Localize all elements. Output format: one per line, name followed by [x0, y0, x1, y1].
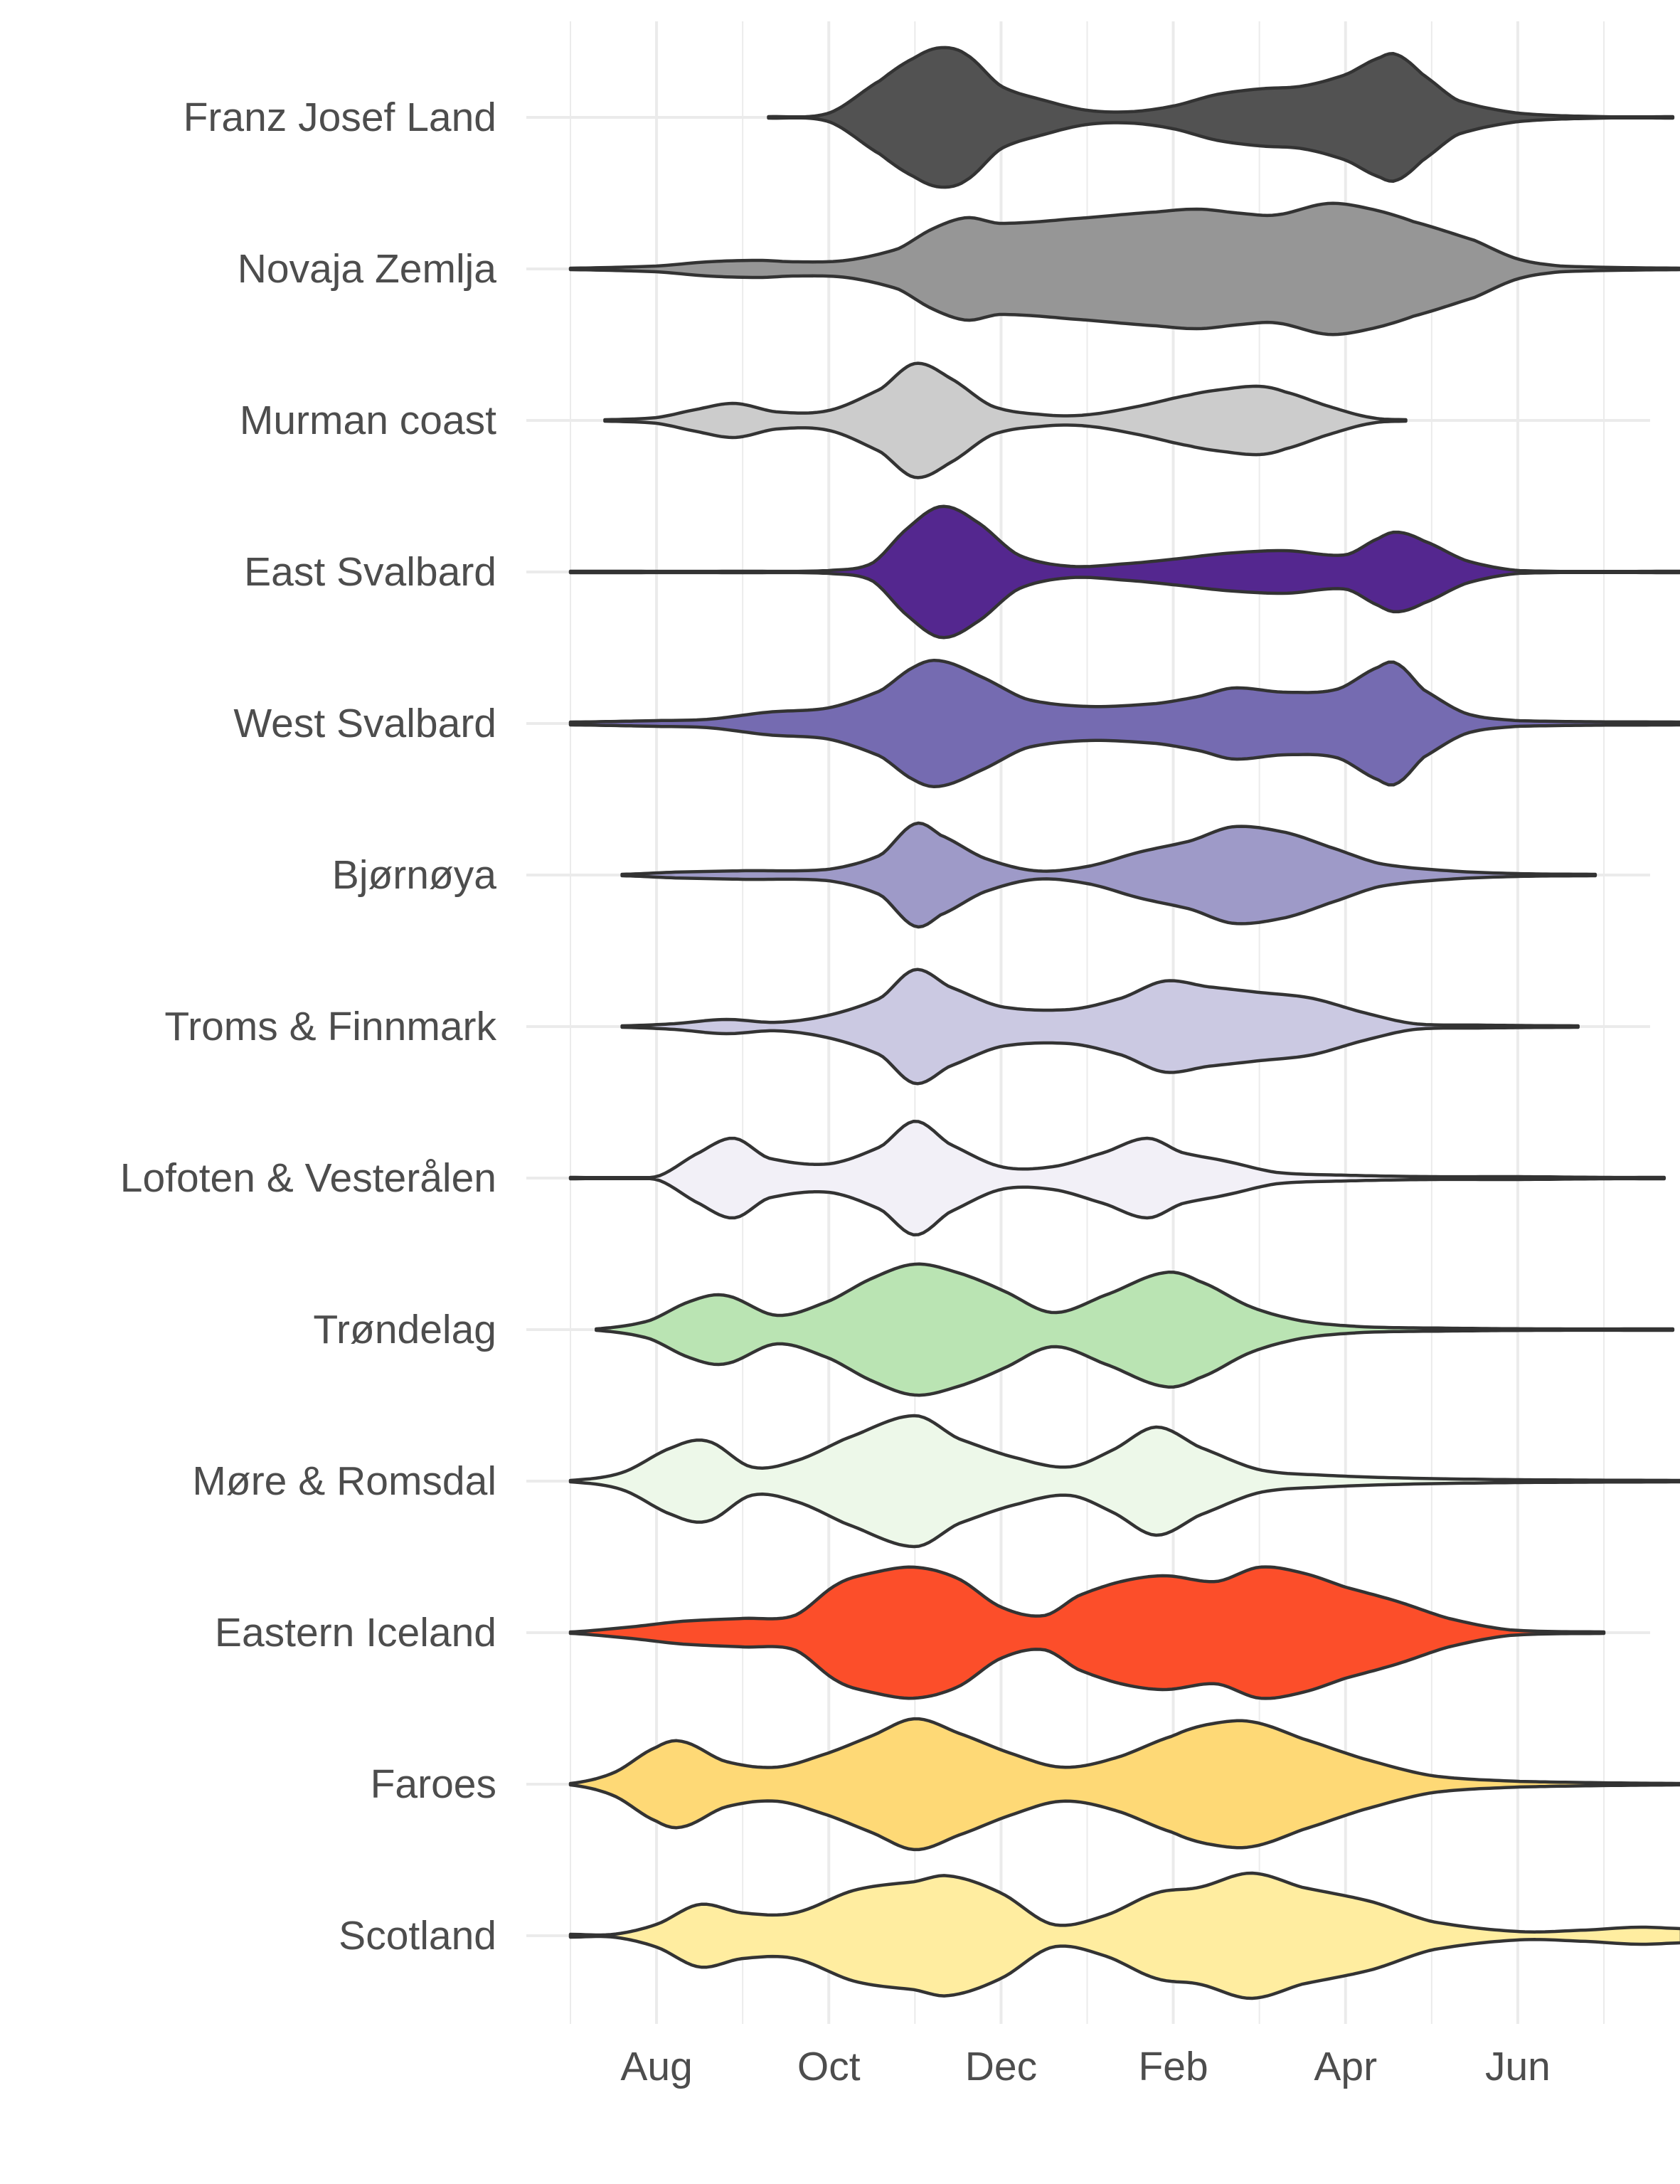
y-tick-label: Trøndelag [313, 1307, 496, 1352]
violin-east-svalbard [568, 504, 1680, 640]
y-tick-label: Murman coast [240, 398, 496, 443]
violin-novaja-zemlja [568, 201, 1680, 336]
violin-murman-coast [603, 361, 1408, 479]
violin-tr-ndelag [595, 1262, 1675, 1397]
x-tick-label: Dec [965, 2044, 1037, 2089]
y-tick-label: West Svalbard [233, 701, 496, 746]
y-axis-labels: Franz Josef Land Novaja Zemlja Murman coas… [120, 95, 497, 1958]
violin-scotland [568, 1871, 1680, 2000]
y-tick-label: Eastern Iceland [215, 1610, 496, 1655]
y-tick-label: Scotland [339, 1913, 496, 1958]
x-tick-label: Oct [797, 2044, 861, 2089]
y-tick-label: Lofoten & Vesterålen [120, 1155, 496, 1201]
y-tick-label: East Svalbard [244, 549, 496, 595]
y-tick-label: Møre & Romsdal [192, 1458, 496, 1504]
y-tick-label: Novaja Zemlja [238, 246, 497, 292]
y-tick-label: Troms & Finnmark [164, 1004, 496, 1049]
x-tick-label: Aug [620, 2044, 692, 2089]
y-tick-label: Faroes [371, 1761, 496, 1807]
violin-lofoten-vestera-len [568, 1119, 1666, 1237]
violin-faroes [568, 1717, 1680, 1852]
violin-west-svalbard [568, 658, 1680, 789]
y-tick-label: Franz Josef Land [184, 95, 496, 140]
x-axis-labels: Aug Oct Dec Feb Apr Jun [620, 2044, 1550, 2089]
violin-bj-rn-ya [620, 821, 1597, 929]
violin-eastern-iceland [568, 1565, 1606, 1700]
y-tick-label: Bjørnøya [332, 852, 497, 898]
violins [568, 46, 1680, 2000]
violin-troms-finnmark [620, 968, 1580, 1086]
x-tick-label: Apr [1314, 2044, 1377, 2089]
violin-m-re-romsdal [568, 1414, 1680, 1549]
violin-franz-josef-land [767, 46, 1675, 189]
x-tick-label: Jun [1485, 2044, 1551, 2089]
x-tick-label: Feb [1138, 2044, 1208, 2089]
